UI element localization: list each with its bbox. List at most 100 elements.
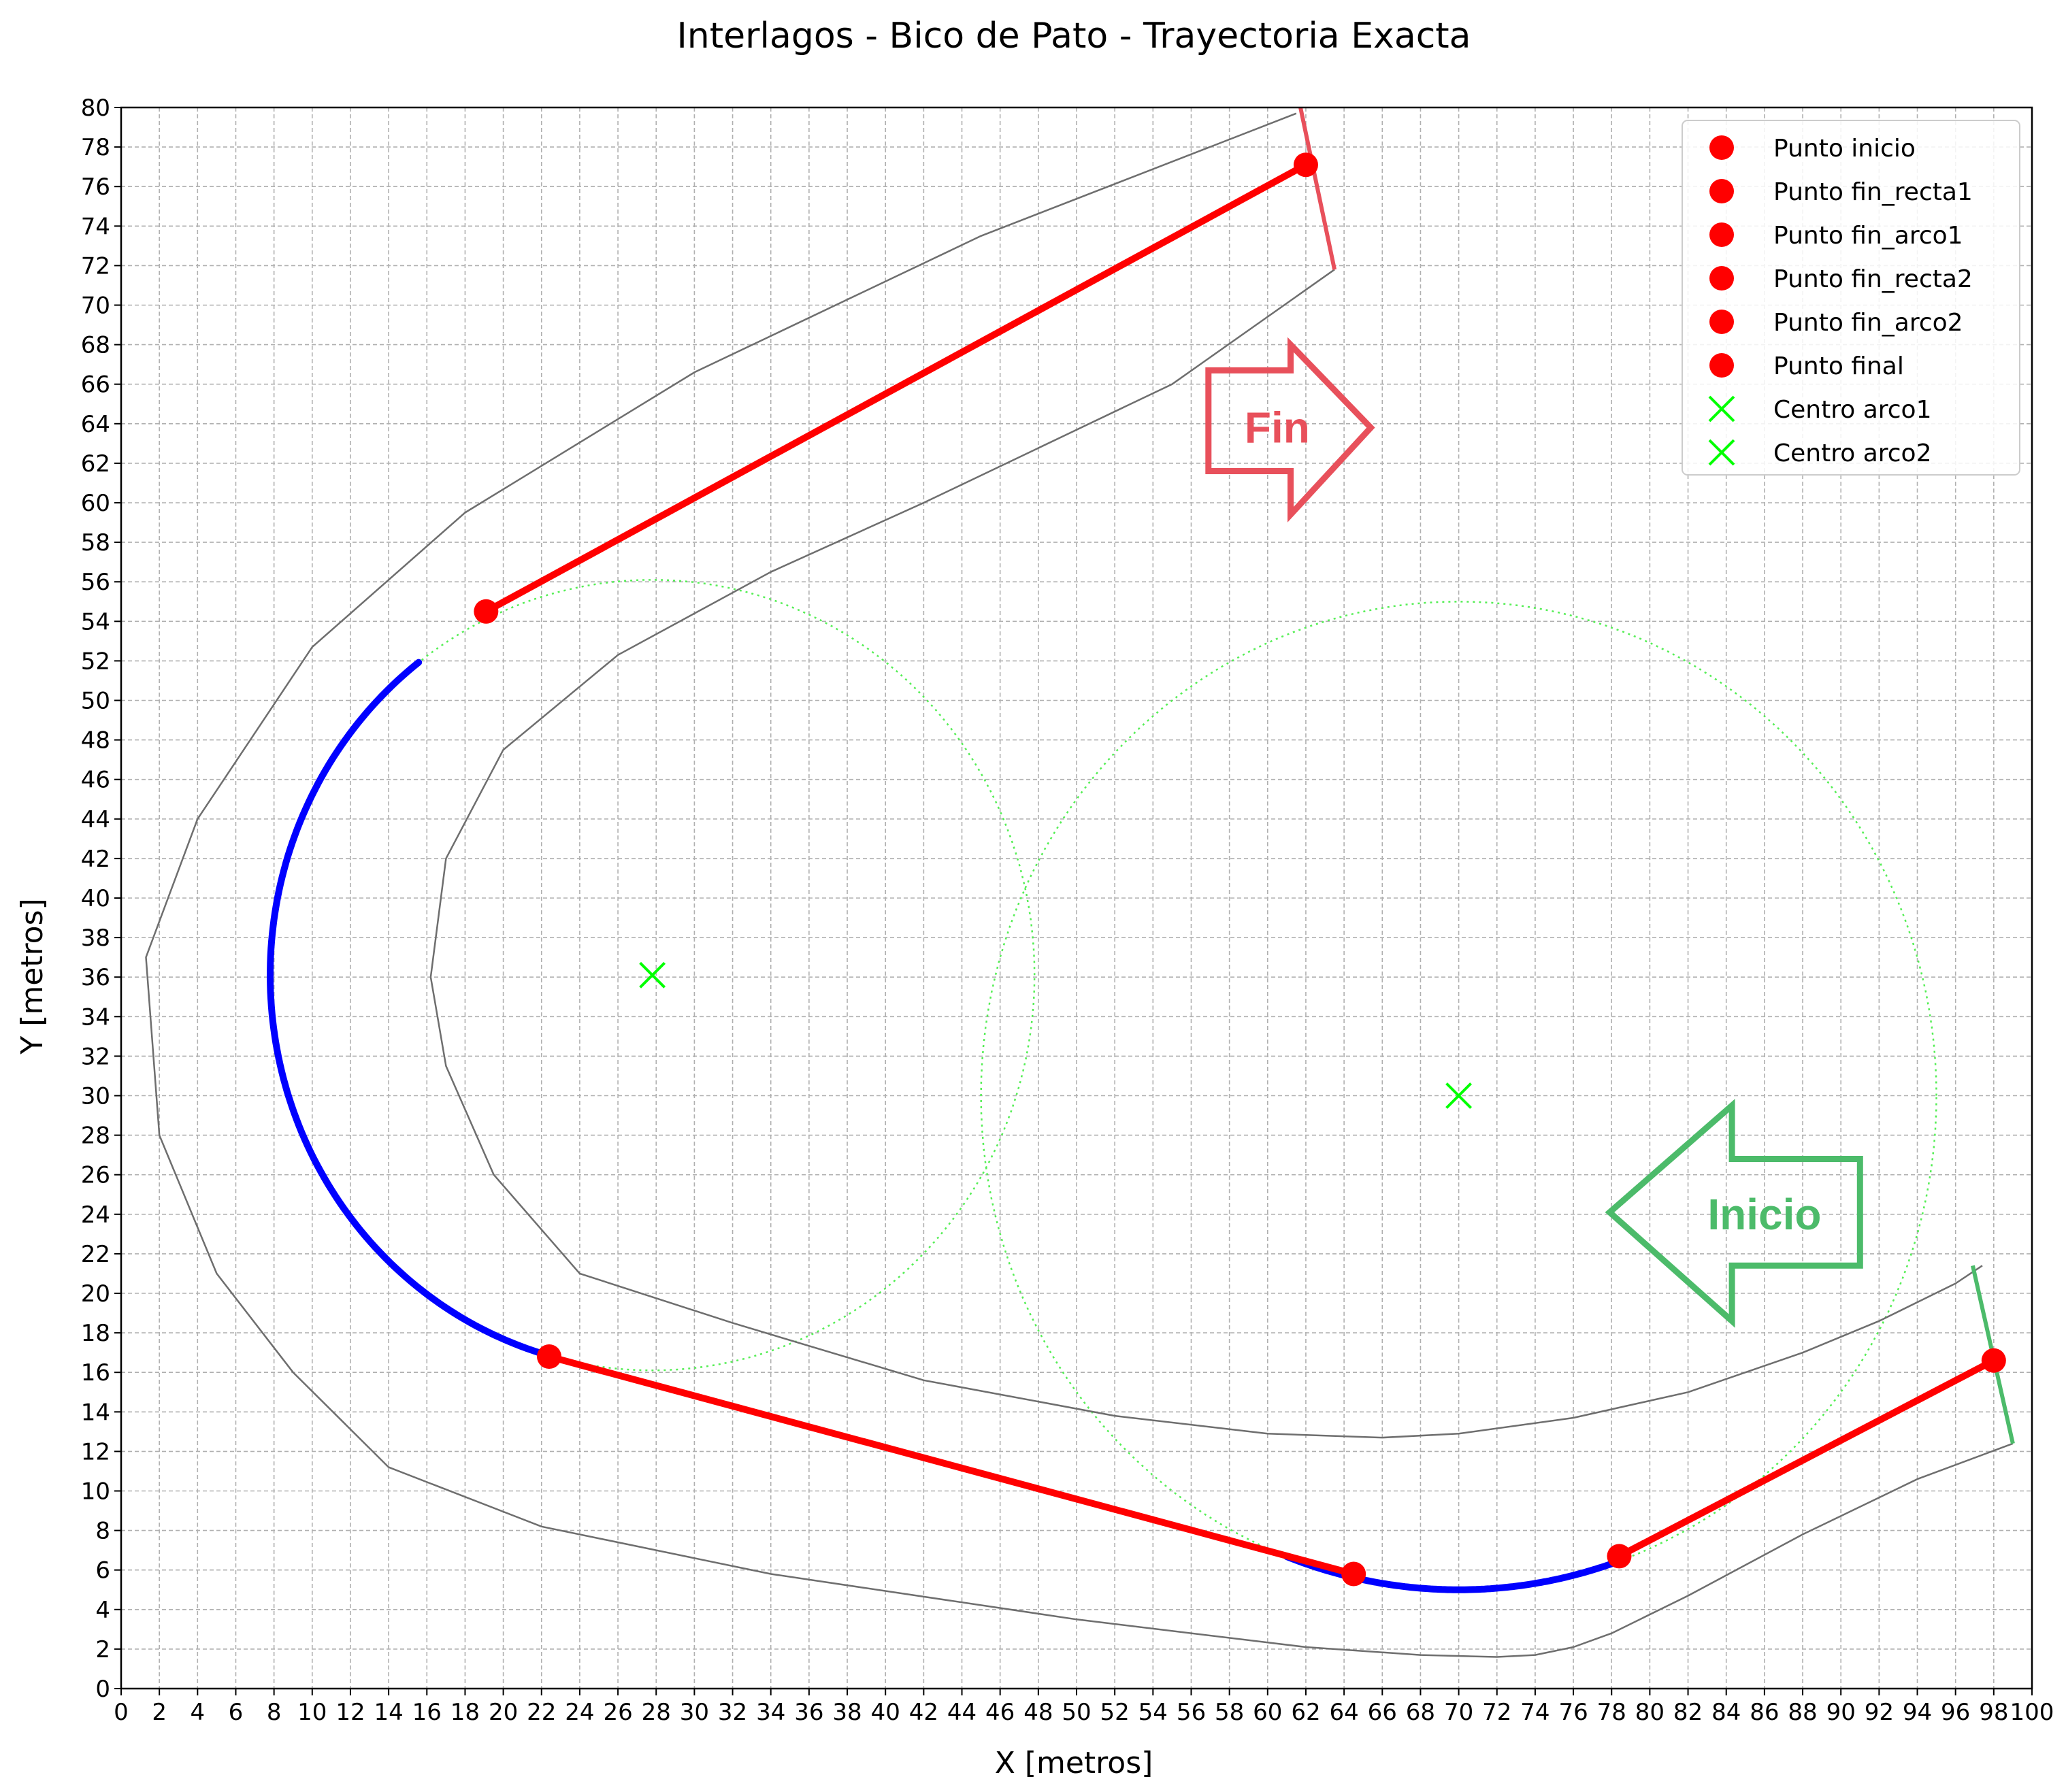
y-tick-label: 76	[81, 173, 110, 201]
point-marker-4	[536, 1344, 561, 1369]
x-tick-label: 6	[229, 1699, 244, 1726]
x-tick-label: 58	[1215, 1699, 1244, 1726]
plot-frame	[120, 106, 2033, 1690]
y-tick-label: 20	[81, 1280, 110, 1308]
x-tick-label: 96	[1941, 1699, 1970, 1726]
x-tick-label: 2	[152, 1699, 167, 1726]
x-tick-label: 16	[412, 1699, 442, 1726]
y-tick-label: 10	[81, 1478, 110, 1506]
y-tick-label: 32	[81, 1043, 110, 1070]
legend-marker-circle	[1709, 310, 1734, 334]
y-tick-label: 12	[81, 1438, 110, 1465]
x-tick-label: 32	[718, 1699, 747, 1726]
x-tick-label: 76	[1558, 1699, 1588, 1726]
y-tick-label: 44	[81, 806, 110, 833]
x-tick-label: 84	[1711, 1699, 1741, 1726]
point-marker-3	[1341, 1561, 1366, 1587]
legend-marker-circle	[1709, 266, 1734, 291]
y-tick-label: 80	[81, 95, 110, 122]
y-tick-label: 68	[81, 332, 110, 359]
legend-entry-label: Centro arco2	[1773, 439, 1932, 467]
point-marker-6	[1293, 152, 1318, 178]
x-tick-label: 72	[1482, 1699, 1511, 1726]
x-tick-label: 44	[947, 1699, 977, 1726]
x-tick-label: 52	[1100, 1699, 1130, 1726]
legend-entry-label: Punto fin_arco2	[1773, 309, 1963, 337]
y-tick-label: 70	[81, 293, 110, 320]
point-marker-1	[1981, 1348, 2006, 1373]
x-tick-label: 28	[642, 1699, 671, 1726]
x-tick-label: 98	[1979, 1699, 2008, 1726]
legend-marker-circle	[1709, 179, 1734, 203]
x-tick-label: 50	[1062, 1699, 1091, 1726]
x-tick-label: 66	[1368, 1699, 1397, 1726]
axis-ticks: 0 2 4 6 8 10 12 14 16 18 20 22 24 26 28 30 32 34 36 38 40 42 4…	[81, 95, 2054, 1726]
trajectory-arc	[266, 659, 551, 1359]
legend-entry-label: Punto fin_recta1	[1773, 178, 1973, 206]
x-tick-label: 62	[1291, 1699, 1320, 1726]
x-tick-label: 82	[1673, 1699, 1703, 1726]
y-tick-label: 58	[81, 529, 110, 557]
y-tick-label: 24	[81, 1201, 110, 1229]
x-tick-label: 78	[1597, 1699, 1626, 1726]
x-tick-label: 38	[832, 1699, 862, 1726]
y-tick-label: 34	[81, 1003, 110, 1031]
x-tick-label: 12	[335, 1699, 365, 1726]
y-tick-label: 74	[81, 213, 110, 240]
y-tick-label: 42	[81, 846, 110, 873]
x-tick-label: 42	[909, 1699, 938, 1726]
x-tick-label: 10	[297, 1699, 327, 1726]
x-tick-label: 80	[1635, 1699, 1665, 1726]
x-tick-label: 64	[1329, 1699, 1358, 1726]
x-axis-label: X [metros]	[995, 1746, 1153, 1780]
x-tick-label: 40	[871, 1699, 900, 1726]
trajectory-straight	[545, 1353, 1358, 1578]
x-tick-label: 24	[565, 1699, 594, 1726]
legend-entry-label: Punto inicio	[1773, 135, 1916, 163]
y-tick-label: 62	[81, 450, 110, 478]
center-marker-1	[1445, 1082, 1473, 1109]
plot-content: Fin Inicio	[145, 107, 2015, 1658]
x-tick-label: 56	[1177, 1699, 1206, 1726]
legend-marker-circle	[1709, 222, 1734, 247]
y-tick-label: 54	[81, 608, 110, 635]
x-tick-label: 14	[374, 1699, 403, 1726]
x-tick-label: 0	[114, 1699, 129, 1726]
track-edge-line	[429, 269, 1983, 1439]
annotation-inicio-label: Inicio	[1707, 1190, 1821, 1239]
x-tick-label: 74	[1520, 1699, 1550, 1726]
x-tick-label: 22	[527, 1699, 556, 1726]
annotation-fin-label: Fin	[1245, 403, 1310, 452]
legend-marker-circle	[1709, 353, 1734, 378]
y-tick-label: 48	[81, 727, 110, 754]
y-tick-label: 4	[95, 1597, 110, 1624]
x-tick-label: 68	[1406, 1699, 1435, 1726]
y-tick-label: 36	[81, 964, 110, 991]
trajectory-straight	[482, 161, 1309, 615]
legend-entry-label: Centro arco1	[1773, 396, 1932, 424]
y-tick-label: 8	[95, 1518, 110, 1545]
x-tick-label: 4	[190, 1699, 205, 1726]
y-tick-label: 78	[81, 134, 110, 161]
arc-reference-circle	[980, 601, 1937, 1591]
x-tick-label: 8	[267, 1699, 282, 1726]
y-tick-label: 2	[95, 1636, 110, 1663]
x-tick-label: 18	[450, 1699, 480, 1726]
x-tick-label: 36	[794, 1699, 823, 1726]
legend-marker-x	[1708, 439, 1735, 466]
chart-title: Interlagos - Bico de Pato - Trayectoria …	[676, 16, 1471, 56]
x-tick-label: 70	[1444, 1699, 1473, 1726]
y-tick-label: 14	[81, 1399, 110, 1426]
x-tick-label: 94	[1903, 1699, 1932, 1726]
y-axis-label: Y [metros]	[15, 898, 50, 1055]
y-tick-label: 50	[81, 688, 110, 715]
point-marker-2	[1607, 1544, 1632, 1569]
y-tick-label: 72	[81, 252, 110, 280]
y-tick-label: 64	[81, 411, 110, 438]
x-tick-label: 100	[2010, 1699, 2054, 1726]
y-tick-label: 18	[81, 1320, 110, 1347]
trajectory-straight	[1616, 1357, 1997, 1560]
legend-box	[1682, 120, 2020, 476]
y-tick-label: 60	[81, 490, 110, 517]
